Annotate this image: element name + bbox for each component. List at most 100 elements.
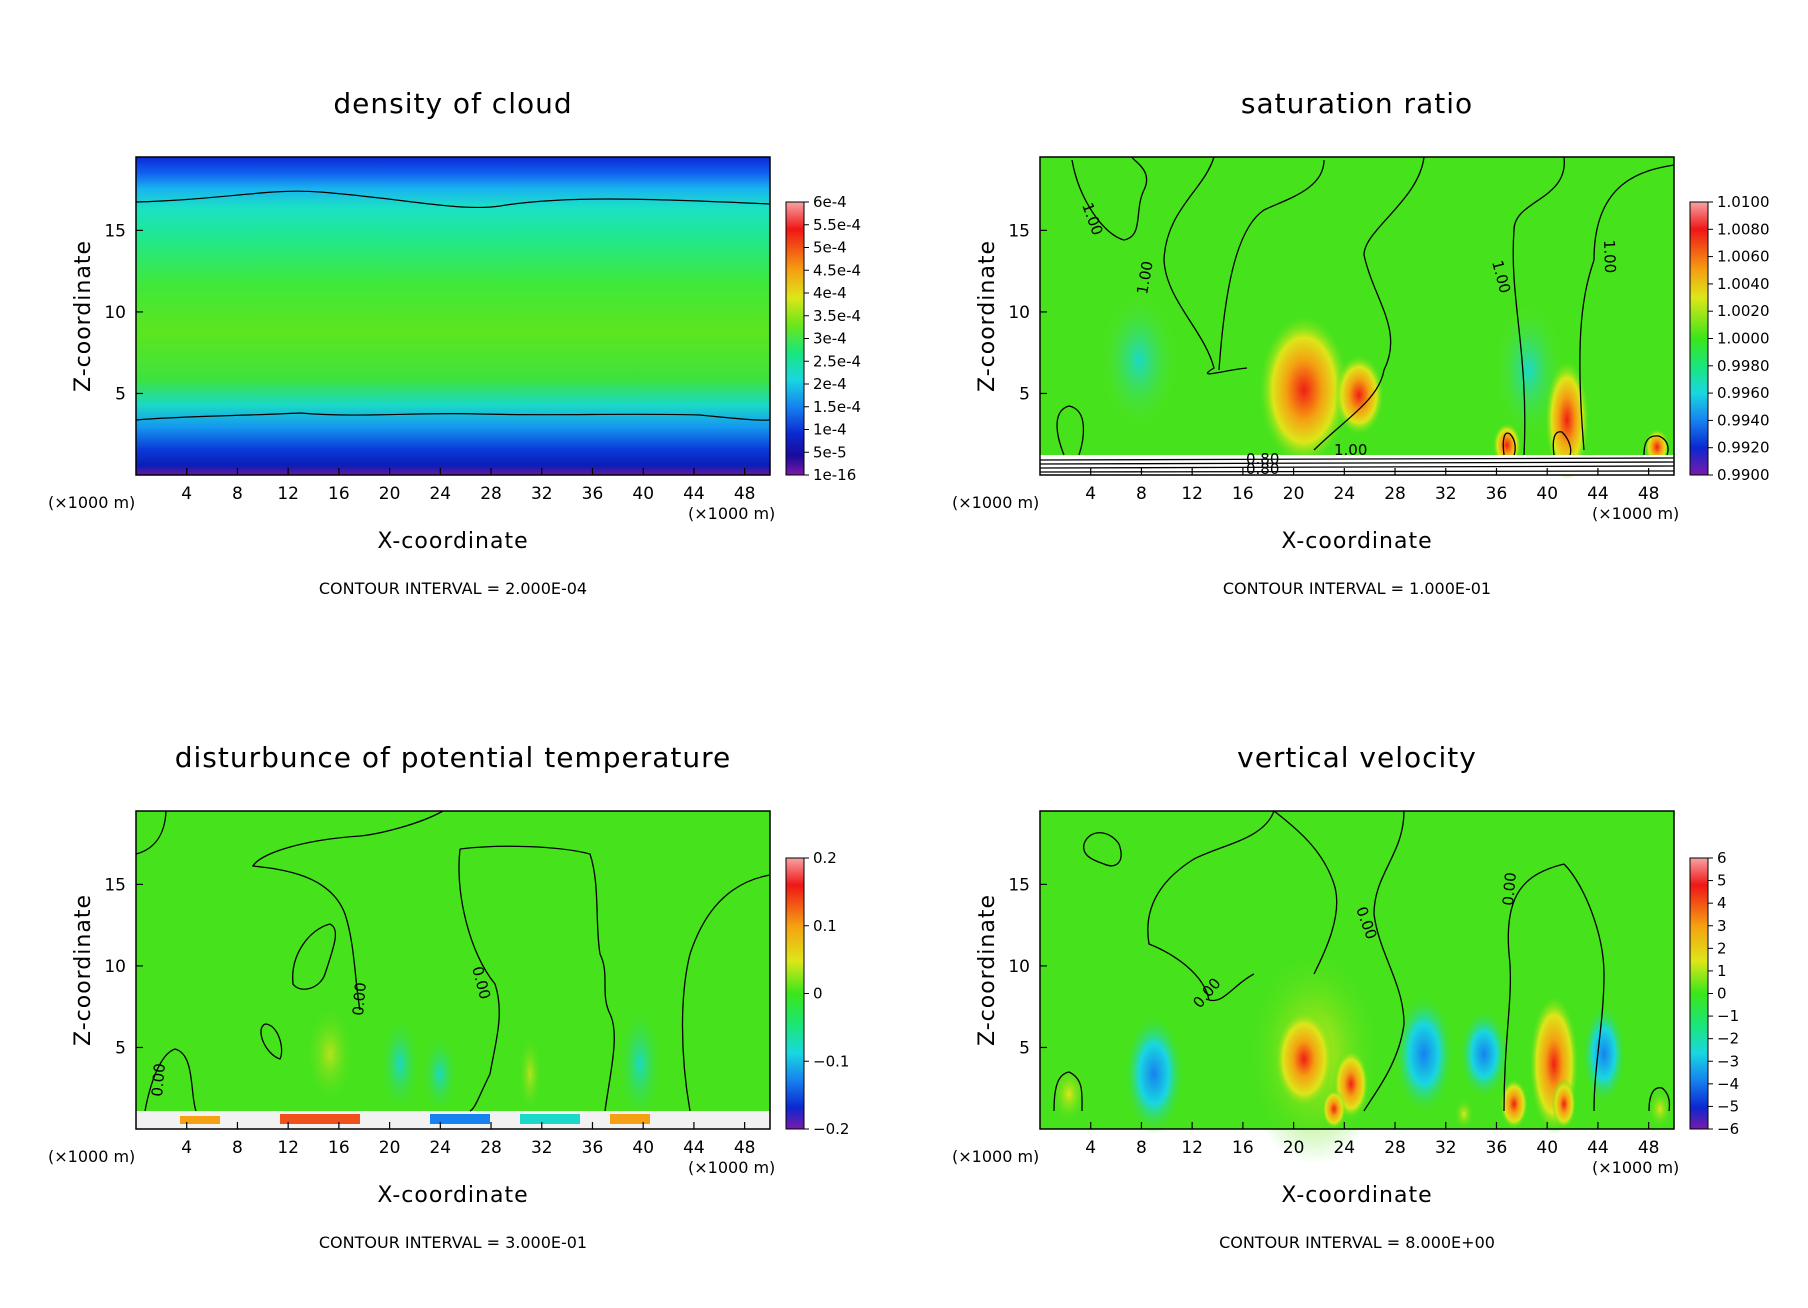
colorbar-label: 1e-4: [813, 421, 847, 439]
colorbar-label: 1e-16: [813, 466, 856, 484]
colorbar-label: 0.2: [813, 849, 837, 867]
contour-interval: CONTOUR INTERVAL = 1.000E-01: [1223, 579, 1491, 598]
x-tick-label: 48: [734, 1138, 756, 1158]
x-tick-label: 36: [582, 1138, 604, 1158]
x-tick-label: 32: [531, 1138, 553, 1158]
x-tick-label: 48: [1638, 484, 1660, 504]
colorbar-label: 1.0020: [1717, 302, 1770, 320]
x-tick-label: 4: [181, 1138, 192, 1158]
colorbar-label: 5: [1717, 872, 1727, 890]
colorbar: [1689, 857, 1709, 1130]
x-tick-label: 44: [1587, 484, 1609, 504]
x-axis-label: X-coordinate: [377, 1183, 528, 1208]
panel-vertical-velocity: vertical velocity: [904, 654, 1808, 1308]
x-tick-label: 8: [1136, 1138, 1147, 1158]
y-ticks: 5 10 15: [1008, 221, 1047, 404]
y-tick-label: 15: [104, 221, 126, 241]
x-tick-label: 48: [1638, 1138, 1660, 1158]
contour-label: 0.00: [349, 982, 370, 1017]
y-axis-label: Z-coordinate: [975, 894, 1000, 1046]
x-tick-label: 44: [1587, 1138, 1609, 1158]
colorbar-label: 0.9920: [1717, 439, 1770, 457]
x-tick-label: 20: [1283, 484, 1305, 504]
contour-line: [1053, 1071, 1083, 1112]
contour-line: [1552, 431, 1572, 456]
colorbar-label: −2: [1717, 1030, 1739, 1048]
y-axis-label: Z-coordinate: [975, 240, 1000, 392]
field-blob: [1459, 1009, 1509, 1099]
contour-line: [1648, 1087, 1671, 1112]
colorbar-label: 0.9940: [1717, 411, 1770, 429]
x-axis-label: X-coordinate: [1281, 529, 1432, 554]
field-blob: [618, 1004, 662, 1124]
x-unit-left: (×1000 m): [952, 1147, 1039, 1166]
contour-label: 0.80: [1246, 450, 1279, 468]
plot-frame: [1039, 156, 1675, 476]
contour-line: [681, 874, 771, 1112]
chart-saturation-ratio: saturation ratio: [952, 87, 1770, 598]
contour-line: [1039, 470, 1675, 473]
colorbar-label: 4.5e-4: [813, 261, 861, 279]
surface-layer-cool: [520, 1114, 580, 1124]
field-blob: [380, 1014, 420, 1114]
x-tick-label: 4: [181, 484, 192, 504]
panel-saturation-ratio: saturation ratio: [904, 0, 1808, 654]
x-tick-label: 40: [632, 1138, 654, 1158]
colorbar-label: 2.5e-4: [813, 352, 861, 370]
colorbar-label: 6: [1717, 849, 1727, 867]
y-tick-label: 15: [104, 875, 126, 895]
y-ticks: 5 10 15: [104, 875, 143, 1058]
field-blob: [305, 1004, 355, 1104]
contour-line: [1643, 435, 1669, 456]
panel-density-of-cloud: density of cloud 4 8 12 16 20 24 28 32 36 40 44 48 …: [0, 0, 904, 654]
x-tick-label: 16: [328, 1138, 350, 1158]
title-text: vertical velocity: [1237, 741, 1477, 774]
contour-interval: CONTOUR INTERVAL = 3.000E-01: [319, 1233, 587, 1252]
x-tick-label: 16: [1232, 1138, 1254, 1158]
y-tick-label: 5: [1019, 384, 1030, 404]
contour-line: [1313, 156, 1425, 451]
colorbar-label: 1.0100: [1717, 193, 1770, 211]
panel-potential-temperature: disturbunce of potential temperature: [0, 654, 904, 1308]
colorbar: [1689, 201, 1709, 476]
contour-labels: 0.00 0.00 0.00: [148, 964, 494, 1097]
contour-line: [1363, 810, 1405, 1112]
contour-line: [135, 810, 167, 855]
colorbar-label: 4: [1717, 894, 1727, 912]
contour-line: [1563, 863, 1605, 1112]
x-tick-label: 44: [683, 1138, 705, 1158]
contour-line: [1502, 432, 1516, 456]
y-ticks: 5 10 15: [104, 221, 143, 404]
contour-line: [260, 1023, 283, 1060]
colorbar-label: 5e-4: [813, 239, 847, 257]
colorbar-label: −5: [1717, 1097, 1739, 1115]
colorbar-label: 0.1: [813, 917, 837, 935]
x-tick-label: 32: [531, 484, 553, 504]
x-tick-label: 12: [277, 1138, 299, 1158]
y-ticks: 5 10 15: [1008, 875, 1047, 1058]
x-tick-label: 4: [1085, 1138, 1096, 1158]
contour-line: [292, 923, 337, 990]
contour-line: [1503, 863, 1565, 1112]
colorbar-label: 2e-4: [813, 375, 847, 393]
field-blob: [422, 1034, 458, 1114]
colorbar-label: 1.0040: [1717, 275, 1770, 293]
contour-line: [1071, 156, 1148, 241]
x-tick-label: 24: [429, 484, 451, 504]
y-tick-label: 10: [1008, 303, 1030, 323]
colorbar-label: 5.5e-4: [813, 216, 861, 234]
colorbar-label: 3: [1717, 917, 1727, 935]
contour-interval: CONTOUR INTERVAL = 8.000E+00: [1219, 1233, 1495, 1252]
x-tick-label: 16: [328, 484, 350, 504]
field-features: [136, 1004, 770, 1129]
x-tick-label: 40: [632, 484, 654, 504]
contour-line: [144, 1048, 197, 1112]
contour-line: [1039, 457, 1675, 461]
x-tick-label: 28: [1384, 484, 1406, 504]
x-tick-label: 48: [734, 484, 756, 504]
contour-line: [1218, 159, 1325, 371]
field-blob: [1552, 1079, 1576, 1129]
x-axis-label: X-coordinate: [1281, 1183, 1432, 1208]
colorbar-label: −0.1: [813, 1052, 849, 1070]
x-ticks: 4 8 12 16 20 24 28 32 36 40 44 48: [181, 1122, 755, 1158]
